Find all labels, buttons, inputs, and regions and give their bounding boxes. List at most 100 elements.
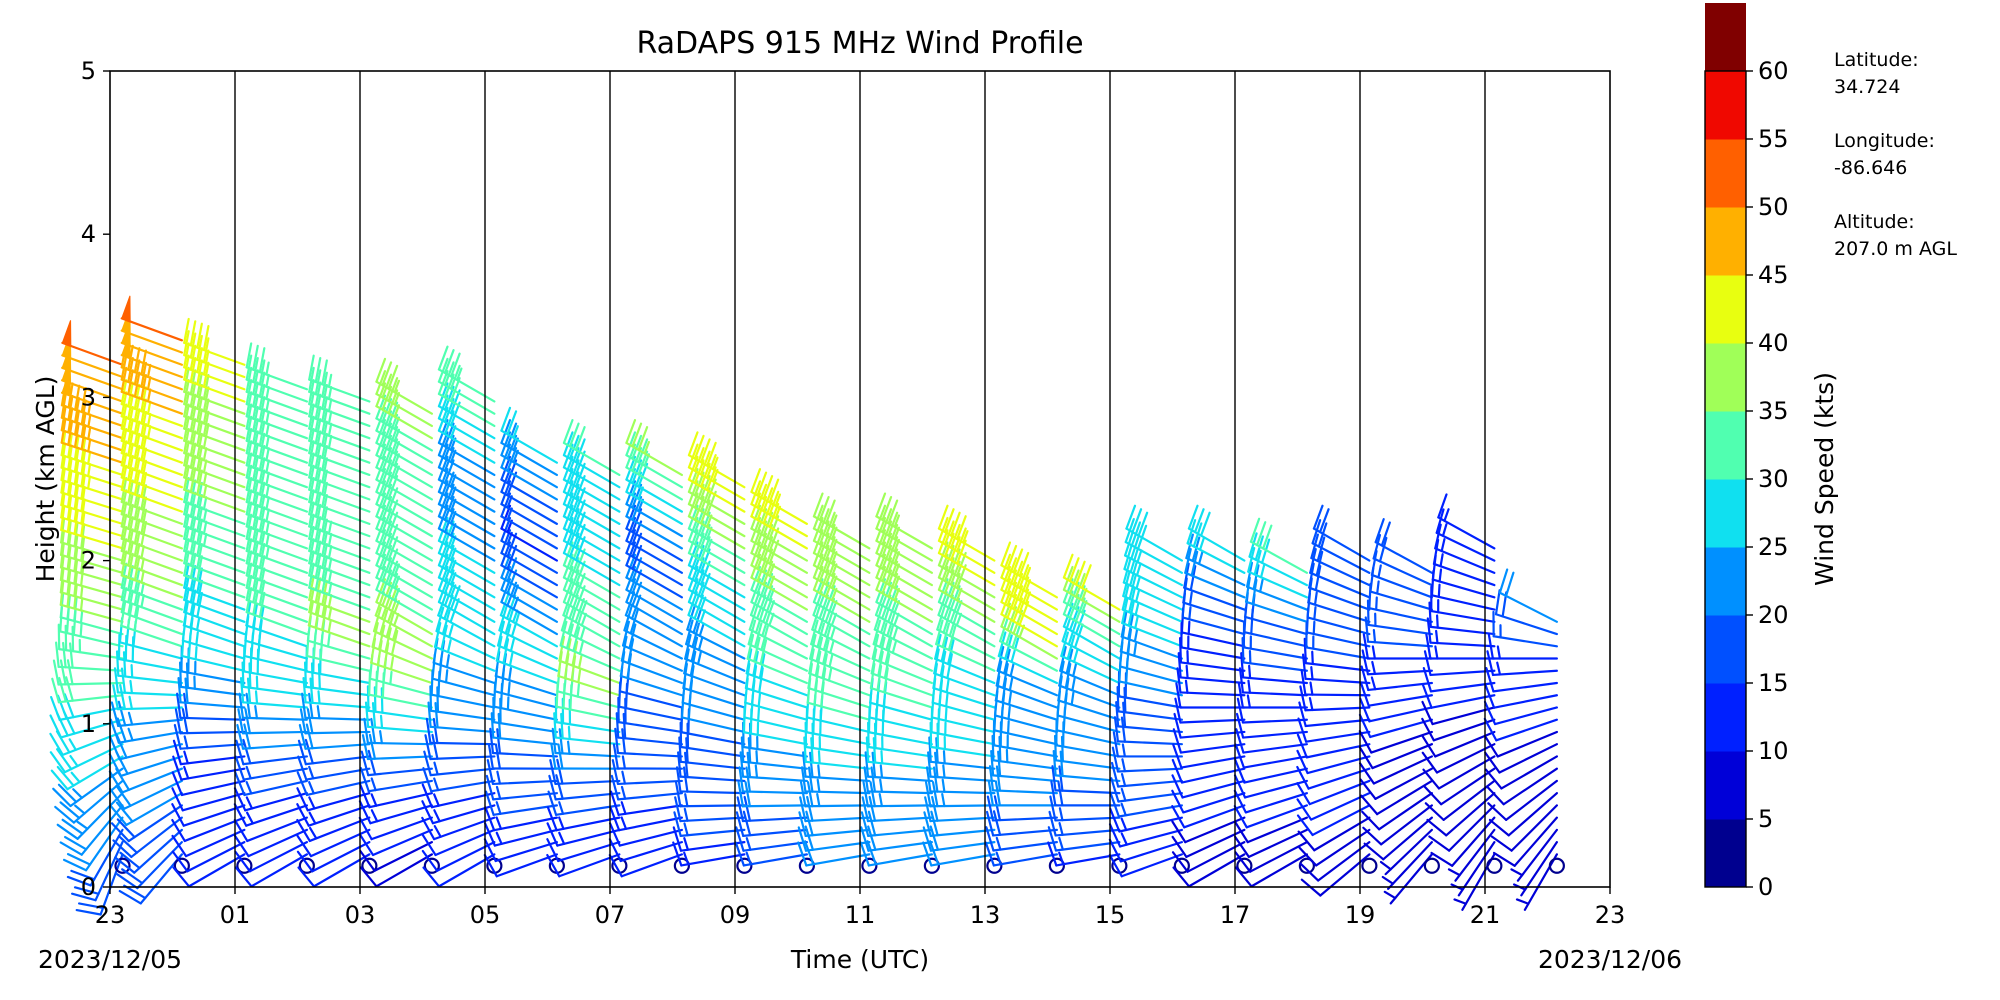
chart-title: RaDAPS 915 MHz Wind Profile bbox=[636, 26, 1083, 61]
wind-barb bbox=[750, 565, 808, 623]
wind-barb bbox=[746, 633, 808, 685]
x-tick-label: 03 bbox=[345, 901, 376, 929]
wind-barb bbox=[171, 771, 246, 797]
wind-barb bbox=[1234, 828, 1308, 859]
wind-barb bbox=[1485, 666, 1558, 693]
wind-barb bbox=[798, 810, 871, 837]
wind-barb bbox=[928, 736, 996, 770]
wind-barb bbox=[1049, 795, 1121, 822]
wind-barb bbox=[171, 828, 246, 858]
wind-barb bbox=[1238, 667, 1308, 697]
wind-barb bbox=[625, 455, 683, 513]
wind-barb bbox=[861, 795, 933, 823]
wind-barb bbox=[500, 529, 558, 587]
wind-barb bbox=[1421, 730, 1496, 758]
wind-barb bbox=[1364, 616, 1433, 648]
wind-barb bbox=[108, 767, 183, 794]
wind-barb bbox=[549, 758, 621, 786]
wind-barb bbox=[620, 635, 683, 685]
wind-barb bbox=[120, 550, 183, 599]
colorbar-segment bbox=[1705, 819, 1746, 888]
wind-barb bbox=[871, 633, 933, 685]
wind-barb bbox=[750, 529, 808, 587]
wind-barb bbox=[925, 766, 996, 795]
wind-barb bbox=[924, 795, 996, 823]
wind-barb bbox=[675, 766, 746, 795]
wind-barb bbox=[1298, 828, 1371, 867]
wind-barb bbox=[1370, 549, 1433, 599]
wind-barb bbox=[234, 755, 308, 781]
wind-barb bbox=[75, 853, 124, 916]
wind-barb bbox=[117, 633, 183, 672]
wind-barb bbox=[1428, 601, 1496, 636]
wind-barb bbox=[673, 811, 746, 837]
wind-barb bbox=[548, 774, 621, 801]
wind-barb bbox=[750, 467, 808, 525]
calm-marker bbox=[861, 857, 878, 874]
x-tick-label: 17 bbox=[1220, 901, 1251, 929]
wind-barb bbox=[234, 853, 308, 888]
wind-barb bbox=[1484, 743, 1558, 774]
wind-barb bbox=[621, 620, 683, 672]
wind-barb bbox=[1175, 682, 1246, 709]
wind-barb bbox=[1235, 712, 1308, 739]
wind-barb bbox=[1366, 599, 1433, 636]
wind-barb bbox=[750, 492, 808, 550]
colorbar-tick-label: 15 bbox=[1758, 669, 1789, 697]
wind-barb bbox=[484, 790, 558, 816]
wind-barb bbox=[985, 826, 1058, 852]
wind-barb bbox=[57, 623, 124, 660]
calm-marker bbox=[1236, 857, 1253, 874]
wind-barb bbox=[55, 641, 124, 672]
wind-barb bbox=[366, 685, 433, 721]
wind-barb bbox=[672, 841, 746, 867]
wind-barb bbox=[614, 727, 683, 758]
x-date-right: 2023/12/06 bbox=[1538, 945, 1682, 974]
wind-barb bbox=[171, 816, 246, 843]
wind-barb bbox=[182, 600, 246, 648]
wind-barb bbox=[687, 443, 746, 501]
wind-barb bbox=[1422, 666, 1496, 693]
wind-barb bbox=[988, 765, 1058, 795]
calm-marker bbox=[114, 857, 131, 874]
wind-barb bbox=[372, 606, 433, 660]
wind-barb bbox=[52, 767, 124, 808]
wind-barb bbox=[868, 692, 933, 734]
colorbar-segment bbox=[1705, 343, 1746, 412]
wind-barb bbox=[1425, 633, 1496, 660]
wind-barb bbox=[110, 700, 183, 728]
colorbar-tick-label: 45 bbox=[1758, 261, 1789, 289]
wind-barb bbox=[112, 684, 183, 711]
wind-barb bbox=[109, 779, 183, 810]
wind-barb bbox=[1296, 749, 1371, 775]
wind-barb bbox=[750, 516, 808, 574]
wind-barb bbox=[1233, 816, 1308, 844]
wind-barb bbox=[625, 565, 683, 623]
wind-barb bbox=[875, 492, 933, 550]
wind-barb bbox=[1515, 853, 1558, 911]
wind-barb bbox=[995, 660, 1058, 709]
wind-barb bbox=[1426, 792, 1496, 837]
wind-barb bbox=[54, 779, 124, 824]
wind-barb bbox=[359, 841, 433, 872]
wind-barb bbox=[421, 800, 496, 825]
wind-barb bbox=[986, 795, 1058, 822]
wind-barb bbox=[422, 767, 496, 793]
wind-barb bbox=[1301, 653, 1371, 685]
wind-barb bbox=[59, 567, 124, 611]
wind-barb bbox=[1112, 731, 1183, 758]
wind-barb bbox=[625, 492, 683, 550]
wind-barb bbox=[922, 825, 996, 852]
colorbar-segment bbox=[1705, 3, 1746, 72]
wind-barb bbox=[1361, 792, 1433, 831]
wind-barb bbox=[1237, 682, 1308, 709]
wind-barb bbox=[1421, 683, 1496, 709]
wind-barb bbox=[1360, 779, 1433, 816]
station-info: Latitude: 34.724 Longitude: -86.646 Altitude… bbox=[1834, 49, 1957, 260]
station-info-value: 207.0 m AGL bbox=[1834, 238, 1957, 260]
wind-barb bbox=[112, 816, 183, 859]
wind-barb bbox=[498, 605, 558, 660]
wind-barb bbox=[797, 825, 871, 852]
x-tick-label: 13 bbox=[970, 901, 1001, 929]
wind-barb bbox=[1177, 652, 1246, 685]
